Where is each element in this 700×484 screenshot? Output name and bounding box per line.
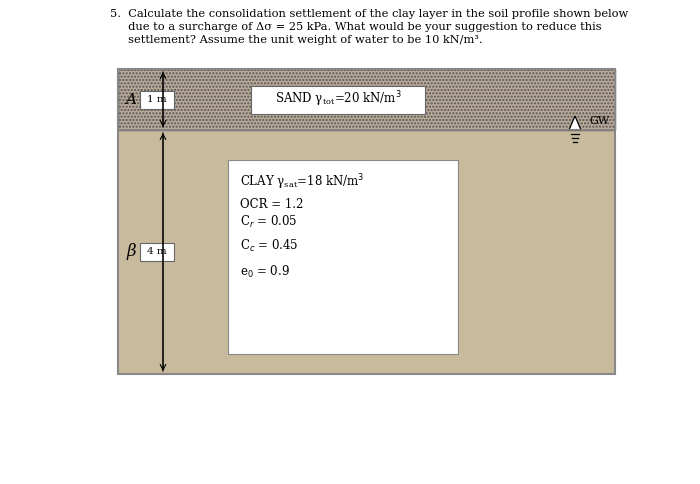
Bar: [118, 69, 615, 130]
Bar: [228, 160, 458, 354]
Polygon shape: [569, 116, 581, 130]
Text: e$_0$ = 0.9: e$_0$ = 0.9: [240, 264, 290, 280]
Bar: [140, 91, 174, 108]
Text: C$_c$ = 0.45: C$_c$ = 0.45: [240, 238, 299, 254]
Text: CLAY $\mathregular{\gamma_{sat}}$=18 kN/m$^3$: CLAY $\mathregular{\gamma_{sat}}$=18 kN/…: [240, 172, 365, 192]
Text: GW: GW: [589, 116, 609, 126]
Text: 4 m: 4 m: [147, 247, 167, 257]
Text: 1 m: 1 m: [147, 95, 167, 104]
Text: β: β: [126, 243, 136, 260]
Bar: [118, 69, 615, 374]
Text: settlement? Assume the unit weight of water to be 10 kN/m³.: settlement? Assume the unit weight of wa…: [110, 35, 482, 45]
FancyBboxPatch shape: [251, 86, 425, 114]
Text: due to a surcharge of Δσ = 25 kPa. What would be your suggestion to reduce this: due to a surcharge of Δσ = 25 kPa. What …: [110, 22, 601, 32]
Text: OCR = 1.2: OCR = 1.2: [240, 198, 303, 211]
Text: A: A: [125, 92, 136, 106]
Text: C$_r$ = 0.05: C$_r$ = 0.05: [240, 214, 298, 230]
Text: SAND $\mathregular{\gamma_{tot}}$=20 kN/m$^3$: SAND $\mathregular{\gamma_{tot}}$=20 kN/…: [274, 90, 401, 109]
Text: 5.  Calculate the consolidation settlement of the clay layer in the soil profile: 5. Calculate the consolidation settlemen…: [110, 9, 629, 19]
Bar: [118, 69, 615, 130]
Bar: [140, 243, 174, 261]
Bar: [118, 69, 615, 374]
